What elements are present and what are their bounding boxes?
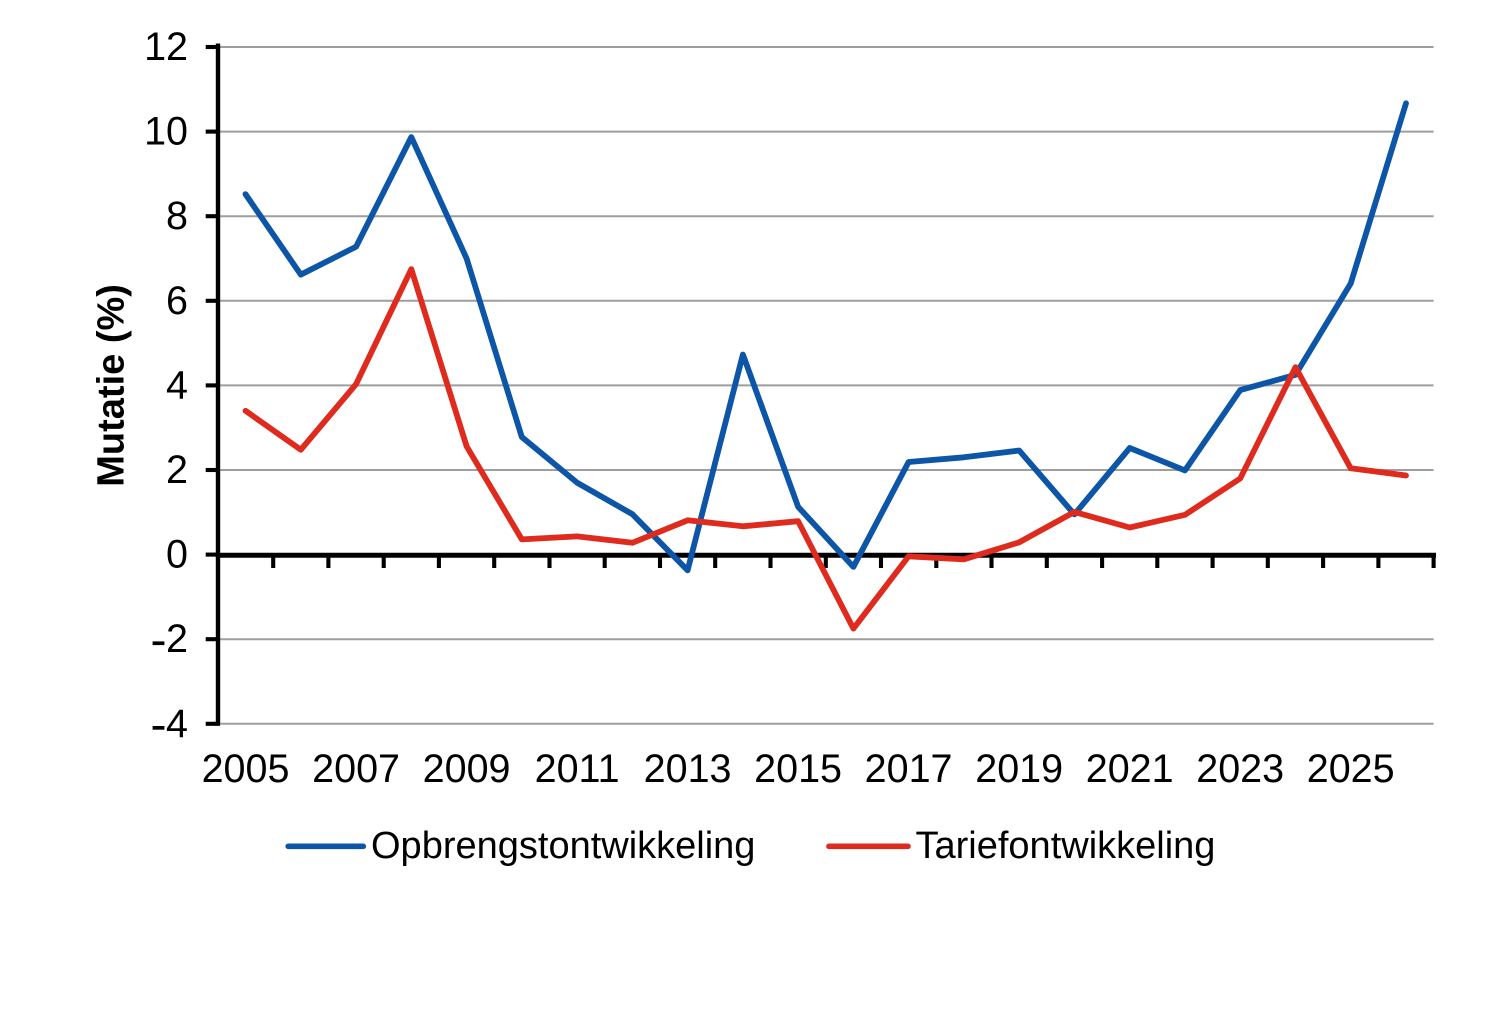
svg-text:2025: 2025	[1307, 747, 1395, 791]
svg-text:2: 2	[166, 617, 188, 661]
svg-text:8: 8	[166, 194, 188, 238]
svg-text:Opbrengstontwikkeling: Opbrengstontwikkeling	[371, 825, 755, 867]
svg-text:2009: 2009	[423, 747, 511, 791]
svg-text:2023: 2023	[1196, 747, 1284, 791]
svg-text:4: 4	[166, 702, 188, 746]
svg-text:0: 0	[166, 533, 188, 577]
svg-text:2015: 2015	[754, 747, 842, 791]
svg-text:6: 6	[166, 279, 188, 323]
svg-text:2007: 2007	[312, 747, 400, 791]
svg-text:2011: 2011	[535, 747, 620, 791]
svg-text:Tariefontwikkeling: Tariefontwikkeling	[916, 825, 1216, 867]
svg-text:2019: 2019	[975, 747, 1063, 791]
svg-text:2: 2	[166, 448, 188, 492]
svg-text:Mutatie (%): Mutatie (%)	[91, 284, 133, 487]
svg-text:2021: 2021	[1086, 747, 1174, 791]
svg-text:2005: 2005	[202, 747, 290, 791]
svg-text:10: 10	[144, 110, 188, 154]
svg-text:4: 4	[166, 363, 188, 407]
svg-text:12: 12	[144, 25, 188, 69]
svg-text:2013: 2013	[644, 747, 732, 791]
svg-text:2017: 2017	[865, 747, 953, 791]
